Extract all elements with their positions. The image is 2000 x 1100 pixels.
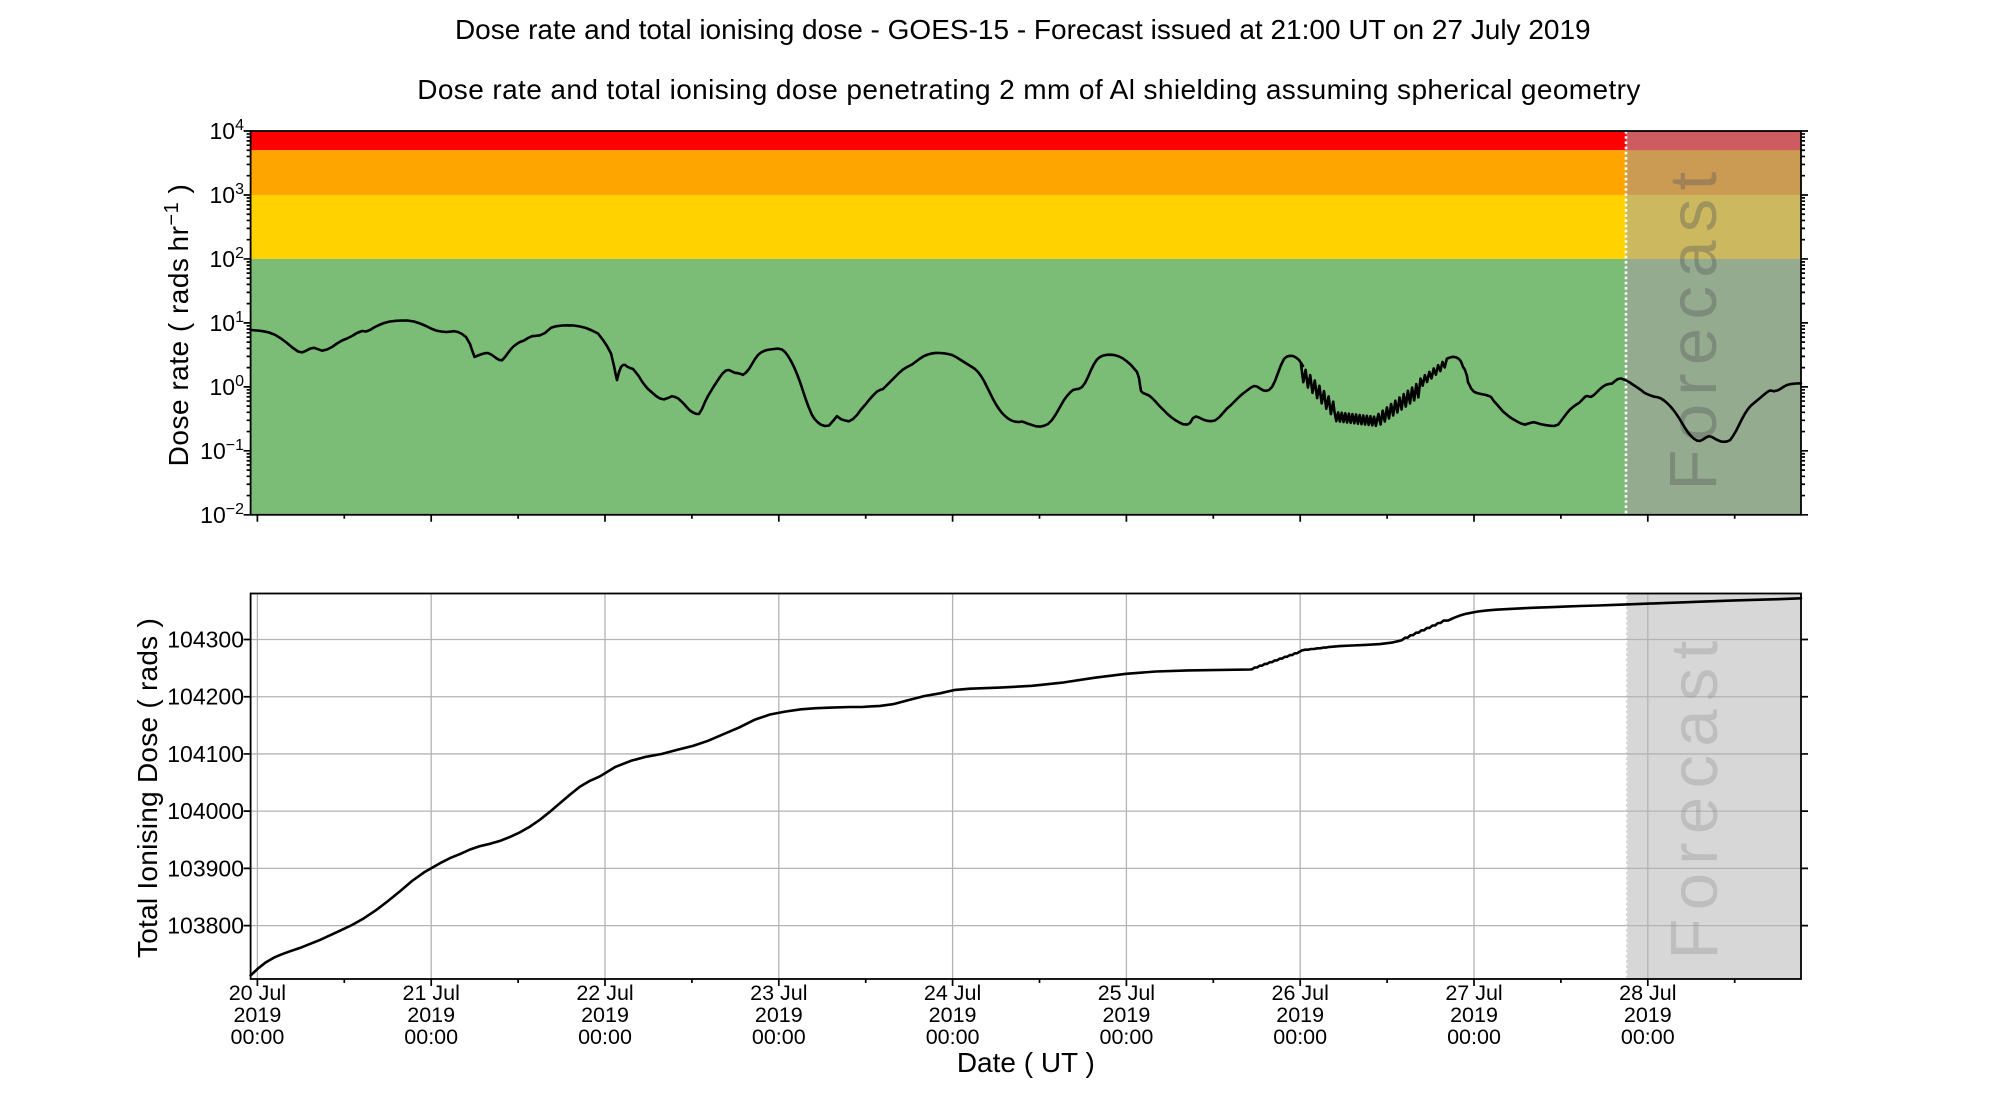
svg-text:2019: 2019 xyxy=(581,1003,629,1027)
svg-text:20 Jul: 20 Jul xyxy=(229,981,286,1005)
svg-text:27 Jul: 27 Jul xyxy=(1445,981,1502,1005)
svg-text:100: 100 xyxy=(210,373,245,400)
svg-text:2019: 2019 xyxy=(929,1003,977,1027)
svg-text:28 Jul: 28 Jul xyxy=(1619,981,1676,1005)
svg-text:22 Jul: 22 Jul xyxy=(576,981,633,1005)
svg-text:2019: 2019 xyxy=(1450,1003,1498,1027)
svg-text:2019: 2019 xyxy=(407,1003,455,1027)
svg-text:104000: 104000 xyxy=(167,798,244,824)
svg-text:103: 103 xyxy=(210,181,245,208)
svg-text:00:00: 00:00 xyxy=(1099,1025,1153,1049)
svg-text:2019: 2019 xyxy=(1624,1003,1672,1027)
svg-text:21 Jul: 21 Jul xyxy=(403,981,460,1005)
svg-text:00:00: 00:00 xyxy=(926,1025,980,1049)
svg-text:101: 101 xyxy=(210,309,245,336)
svg-text:104: 104 xyxy=(210,117,245,144)
svg-text:Dose rate ( rads hr−1 ): Dose rate ( rads hr−1 ) xyxy=(161,184,194,467)
svg-text:00:00: 00:00 xyxy=(230,1025,284,1049)
svg-text:104200: 104200 xyxy=(167,684,244,710)
svg-text:10−2: 10−2 xyxy=(200,501,244,528)
svg-text:00:00: 00:00 xyxy=(404,1025,458,1049)
svg-text:26 Jul: 26 Jul xyxy=(1272,981,1329,1005)
svg-text:00:00: 00:00 xyxy=(578,1025,632,1049)
svg-text:Forecast: Forecast xyxy=(1656,163,1731,490)
svg-text:Dose rate and total ionising d: Dose rate and total ionising dose - GOES… xyxy=(455,14,1591,45)
svg-text:Total Ionising Dose ( rads ): Total Ionising Dose ( rads ) xyxy=(132,618,163,958)
svg-text:2019: 2019 xyxy=(1102,1003,1150,1027)
svg-text:00:00: 00:00 xyxy=(752,1025,806,1049)
svg-text:104100: 104100 xyxy=(167,741,244,767)
svg-text:24 Jul: 24 Jul xyxy=(924,981,981,1005)
svg-text:2019: 2019 xyxy=(233,1003,281,1027)
svg-text:00:00: 00:00 xyxy=(1273,1025,1327,1049)
svg-text:2019: 2019 xyxy=(755,1003,803,1027)
svg-text:23 Jul: 23 Jul xyxy=(750,981,807,1005)
svg-text:2019: 2019 xyxy=(1276,1003,1324,1027)
svg-text:25 Jul: 25 Jul xyxy=(1098,981,1155,1005)
svg-text:Dose rate and total ionising d: Dose rate and total ionising dose penetr… xyxy=(417,74,1641,105)
svg-text:00:00: 00:00 xyxy=(1621,1025,1675,1049)
svg-text:10−1: 10−1 xyxy=(200,437,244,464)
svg-text:102: 102 xyxy=(210,245,245,272)
svg-text:103800: 103800 xyxy=(167,913,244,939)
svg-text:Forecast: Forecast xyxy=(1657,632,1732,959)
svg-text:Date ( UT ): Date ( UT ) xyxy=(957,1047,1095,1078)
svg-text:103900: 103900 xyxy=(167,855,244,881)
svg-text:00:00: 00:00 xyxy=(1447,1025,1501,1049)
svg-text:104300: 104300 xyxy=(167,627,244,653)
